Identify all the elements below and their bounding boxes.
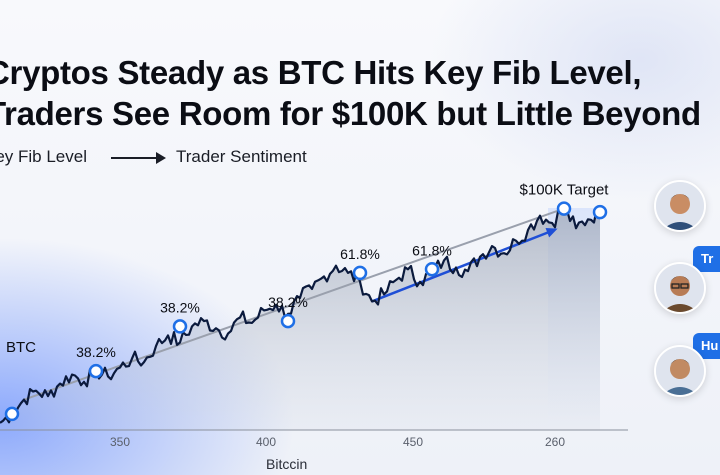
chat-bubble-2: Hu (693, 333, 720, 359)
person-icon (656, 182, 704, 230)
headline-line-2: Traders See Room for $100K but Little Be… (0, 95, 701, 132)
headline: Cryptos Steady as BTC Hits Key Fib Level… (0, 52, 701, 134)
fib-marker (88, 363, 104, 379)
person-icon (656, 264, 704, 312)
x-tick-label: 350 (110, 435, 130, 449)
trendline-arrow-icon (545, 228, 558, 238)
trendline-blue (371, 229, 553, 303)
x-tick-label: 260 (545, 435, 565, 449)
annotation-label: 61.8% (412, 242, 452, 258)
fib-marker (592, 204, 608, 220)
fib-marker (4, 406, 20, 422)
person-icon (656, 347, 704, 395)
price-area (0, 207, 600, 430)
fib-marker (556, 201, 572, 216)
subtitle-trader-sentiment: Trader Sentiment (176, 147, 307, 166)
avatar-trader-3[interactable] (654, 345, 706, 397)
chat-bubble-1: Tr (693, 246, 720, 272)
annotation-label: $100K Target (520, 182, 610, 199)
annotation-label: 38.2% (268, 294, 308, 310)
x-tick-label: 400 (256, 435, 276, 449)
x-tick-label: 450 (403, 435, 423, 449)
avatar-trader-1[interactable] (654, 180, 706, 232)
annotation-label: 38.2% (160, 299, 200, 315)
annotation-label: 61.8% (340, 246, 380, 262)
x-axis-label: Bitccin (266, 456, 307, 472)
headline-line-1: Cryptos Steady as BTC Hits Key Fib Level… (0, 54, 642, 91)
series-label-btc: BTC (6, 339, 36, 356)
avatar-trader-2[interactable] (654, 262, 706, 314)
arrow-icon (111, 157, 161, 159)
fib-marker (352, 265, 368, 281)
fib-marker (172, 319, 188, 334)
annotation-label: 38.2% (76, 344, 116, 360)
btc-price-line (0, 206, 601, 424)
subtitle-key-fib: Key Fib Level (0, 147, 87, 166)
arrow-head-icon (156, 152, 166, 164)
fib-marker (424, 262, 440, 277)
fib-marker (280, 313, 296, 329)
